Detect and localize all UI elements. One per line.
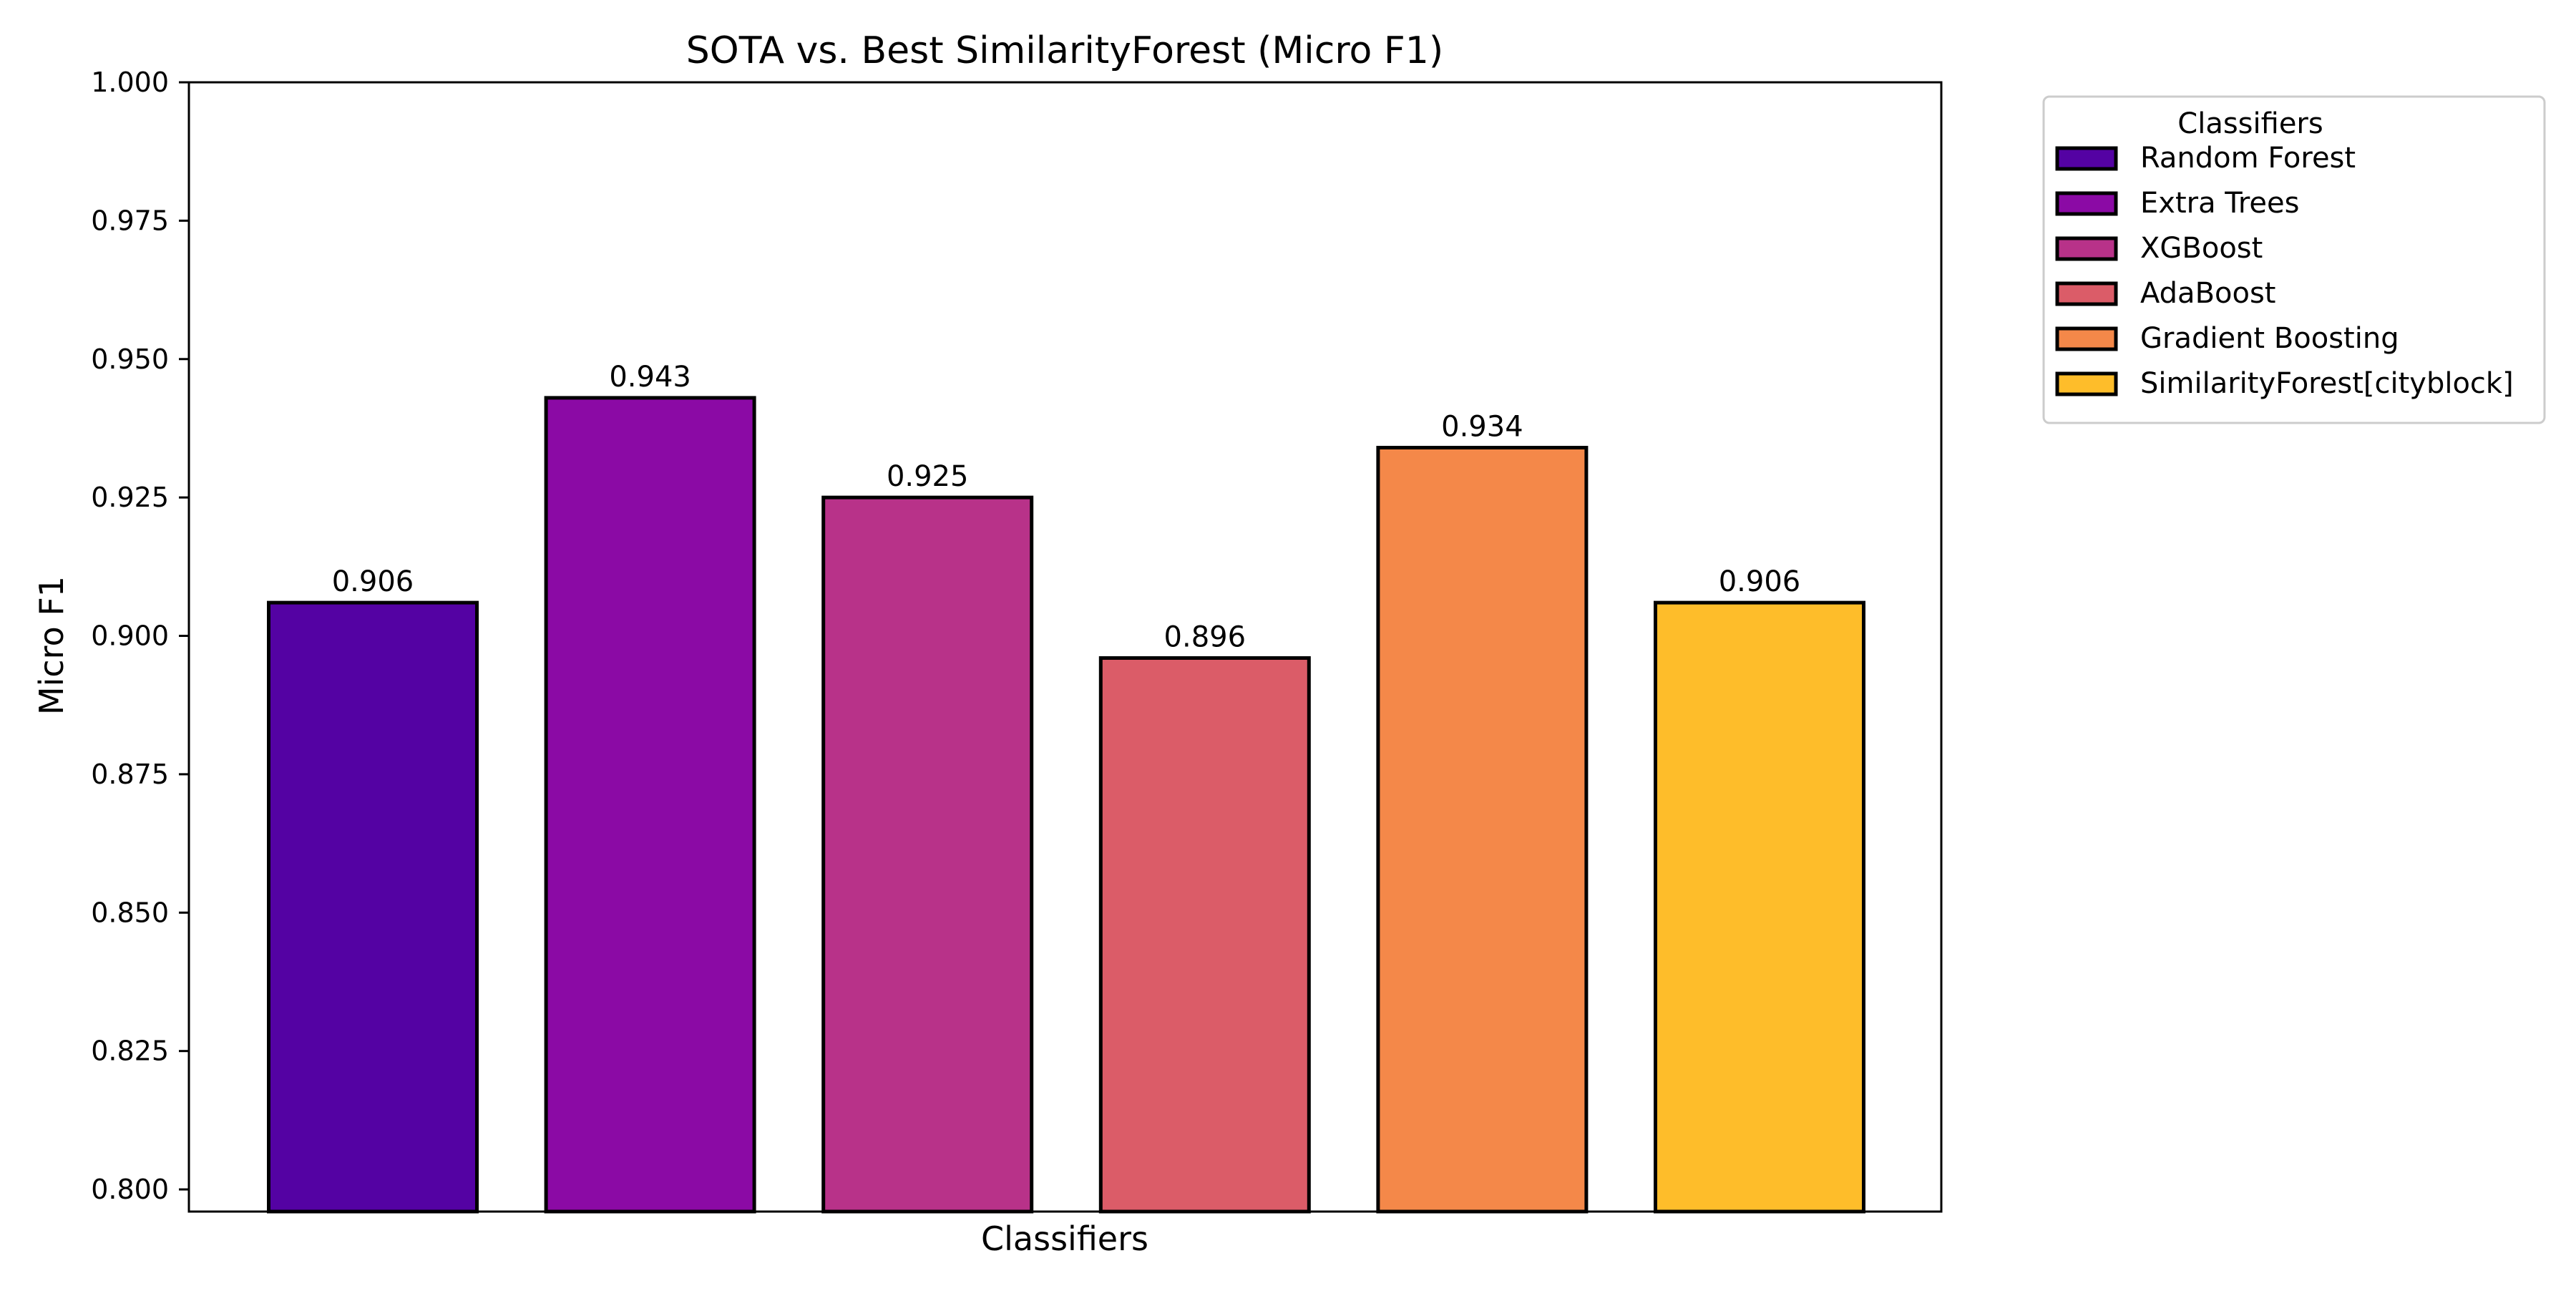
legend-swatch bbox=[2055, 326, 2118, 351]
y-tick-label: 1.000 bbox=[91, 67, 169, 98]
y-axis-ticks: 0.800 0.825 0.850 0.875 0.900 0.925 0.950 0.975… bbox=[91, 67, 189, 1205]
y-axis-label: Micro F1 bbox=[32, 576, 71, 715]
legend-swatch bbox=[2055, 236, 2118, 261]
bar-value-label: 0.906 bbox=[332, 565, 414, 598]
bar-value-labels: 0.906 0.943 0.925 0.896 0.934 0.906 bbox=[332, 361, 1801, 654]
legend: Classifiers Random Forest Extra Trees XGBo… bbox=[2042, 95, 2546, 424]
y-tick-label: 0.925 bbox=[91, 482, 169, 513]
bar-value-label: 0.925 bbox=[887, 460, 969, 493]
bar-value-label: 0.896 bbox=[1164, 620, 1246, 653]
bar-value-label: 0.943 bbox=[609, 361, 691, 394]
bar bbox=[267, 600, 479, 1214]
legend-label: XGBoost bbox=[2140, 232, 2263, 265]
legend-label: Random Forest bbox=[2140, 142, 2356, 175]
bar-series bbox=[267, 396, 1865, 1214]
legend-label: AdaBoost bbox=[2140, 277, 2275, 310]
bar-value-label: 0.934 bbox=[1441, 411, 1523, 444]
plot-area-frame bbox=[187, 81, 1943, 1213]
y-tick-label: 0.900 bbox=[91, 620, 169, 652]
legend-swatch bbox=[2055, 146, 2118, 171]
y-tick-label: 0.975 bbox=[91, 205, 169, 236]
legend-title: Classifiers bbox=[2177, 107, 2323, 140]
y-tick-label: 0.875 bbox=[91, 759, 169, 790]
bar bbox=[1654, 600, 1865, 1214]
x-axis-label: Classifiers bbox=[981, 1219, 1148, 1258]
y-tick-label: 0.950 bbox=[91, 344, 169, 375]
legend-label: Extra Trees bbox=[2140, 187, 2299, 220]
bar bbox=[1376, 446, 1589, 1214]
chart-title: SOTA vs. Best SimilarityForest (Micro F1… bbox=[686, 29, 1443, 72]
y-tick-label: 0.800 bbox=[91, 1174, 169, 1205]
bar bbox=[821, 495, 1034, 1214]
legend-swatch bbox=[2055, 191, 2118, 216]
legend-box bbox=[2042, 95, 2546, 424]
legend-items: Random Forest Extra Trees XGBoost AdaBoost G… bbox=[2055, 142, 2514, 400]
legend-label: Gradient Boosting bbox=[2140, 322, 2399, 355]
bar-value-label: 0.906 bbox=[1719, 565, 1801, 598]
y-tick-label: 0.850 bbox=[91, 897, 169, 928]
legend-label: SimilarityForest[cityblock] bbox=[2140, 367, 2514, 400]
y-tick-label: 0.825 bbox=[91, 1036, 169, 1067]
bar bbox=[544, 396, 756, 1214]
legend-swatch bbox=[2055, 371, 2118, 396]
legend-swatch bbox=[2055, 281, 2118, 306]
bar bbox=[1098, 656, 1311, 1214]
